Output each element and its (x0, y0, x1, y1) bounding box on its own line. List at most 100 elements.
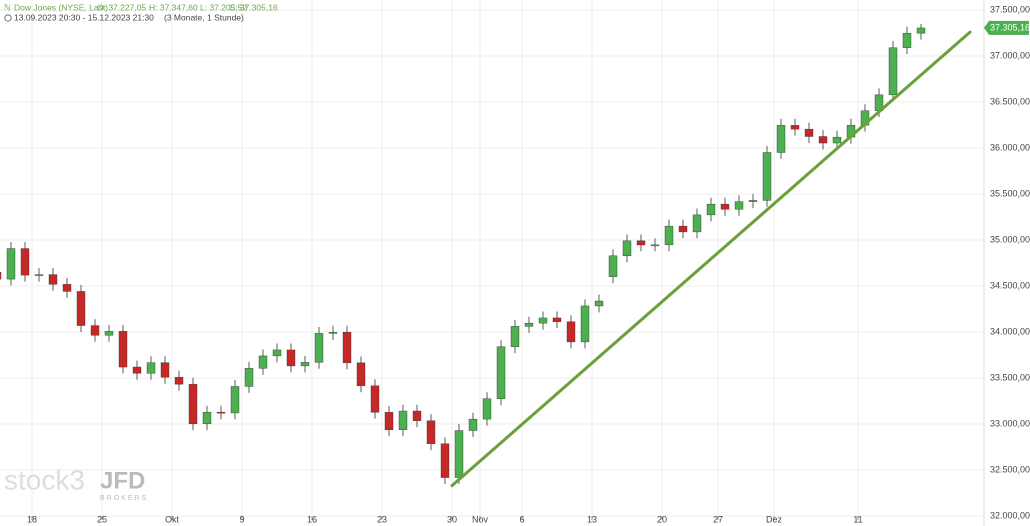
candle-body (76, 291, 86, 326)
candle-body (510, 326, 520, 347)
candle-body (468, 418, 478, 431)
candle-body (272, 349, 282, 357)
candle-body (146, 362, 156, 374)
y-tick-label: 33.000,00 (990, 418, 1030, 428)
candle-body (230, 386, 240, 414)
x-tick-label: 23 (377, 514, 387, 524)
y-tick-label: 33.500,00 (990, 372, 1030, 382)
candle-body (216, 411, 226, 414)
candle-body (174, 377, 184, 385)
candle-body (524, 322, 534, 327)
x-tick-label: 25 (97, 514, 107, 524)
candle-body (426, 420, 436, 444)
candle-body (496, 346, 506, 399)
candle-body (104, 331, 114, 336)
candle-body (244, 368, 254, 387)
ohlc-high: H: 37.347,60 (149, 2, 198, 12)
candle-body (62, 284, 72, 292)
candle-body (48, 274, 58, 285)
ohlc-low: L: 37.205,52 (200, 2, 248, 12)
watermark-brand: stock3 (4, 464, 85, 495)
candle-body (720, 203, 730, 210)
candle-body (132, 366, 142, 374)
x-tick-label: 11 (853, 514, 862, 524)
candle-body (678, 225, 688, 233)
candle-body (356, 362, 366, 387)
candle-body (440, 443, 450, 478)
candle-body (20, 248, 30, 276)
candle-body (384, 412, 394, 430)
y-tick-label: 36.000,00 (990, 142, 1030, 152)
candle-body (398, 410, 408, 430)
candle-body (692, 214, 702, 233)
trendline (450, 30, 972, 488)
candle-body (580, 305, 590, 343)
candle-body (608, 255, 618, 278)
candle-body (706, 203, 716, 216)
candle-body (0, 272, 2, 280)
candle-body (300, 362, 310, 367)
candle-body (916, 27, 926, 34)
period: (3 Monate, 1 Stunde) (164, 12, 244, 22)
x-tick-label: 18 (27, 514, 37, 524)
y-tick-label: 32.500,00 (990, 464, 1030, 474)
candle-body (6, 248, 16, 280)
candle-body (342, 331, 352, 364)
candle-body (160, 362, 170, 378)
x-tick-label: Okt (165, 514, 180, 524)
candle-body (664, 225, 674, 246)
instrument-icon: ℕ (4, 2, 11, 12)
candle-body (412, 410, 422, 421)
candle-body (902, 32, 912, 48)
candle-body (762, 152, 772, 201)
y-tick-label: 32.000,00 (990, 510, 1030, 520)
candle-body (90, 325, 100, 336)
date-range: 13.09.2023 20:30 - 15.12.2023 21:30 (14, 12, 154, 22)
candle-body (734, 201, 744, 210)
candle-body (804, 128, 814, 137)
candle-body (622, 240, 632, 257)
y-tick-label: 37.500,00 (990, 4, 1030, 14)
y-tick-label: 34.000,00 (990, 326, 1030, 336)
candle-body (482, 398, 492, 420)
y-tick-label: 34.500,00 (990, 280, 1030, 290)
candle-body (818, 136, 828, 144)
x-tick-label: 13 (587, 514, 597, 524)
candle-body (776, 125, 786, 153)
candle-body (566, 321, 576, 343)
candle-body (552, 317, 562, 322)
x-tick-label: 9 (239, 514, 244, 524)
candle-body (636, 240, 646, 246)
candle-body (832, 136, 842, 144)
candle-body (538, 317, 548, 324)
ohlc-close: C: 37.305,16 (229, 2, 278, 12)
x-tick-label: 16 (307, 514, 317, 524)
y-tick-label: 37.000,00 (990, 50, 1030, 60)
ohlc-open: O: 37.227,05 (97, 2, 146, 12)
candle-body (888, 47, 898, 96)
x-tick-label: Nov (472, 514, 489, 524)
last-price-label: 37.305,16 (990, 22, 1030, 32)
candle-body (748, 200, 758, 202)
watermark-partner-sub: BROKERS (100, 495, 148, 502)
x-tick-label: 30 (447, 514, 457, 524)
y-tick-label: 36.500,00 (990, 96, 1030, 106)
candle-body (34, 274, 44, 276)
candle-body (370, 385, 380, 413)
y-tick-label: 35.500,00 (990, 188, 1030, 198)
candle-body (594, 300, 604, 307)
instrument: Dow Jones (NYSE, Last) (14, 2, 108, 12)
last-price-tag (984, 20, 1029, 35)
x-tick-label: 20 (657, 514, 667, 524)
candle-body (650, 244, 660, 247)
clock-icon (4, 14, 12, 22)
x-tick-label: Dez (766, 514, 783, 524)
y-tick-label: 35.000,00 (990, 234, 1030, 244)
candle-body (286, 349, 296, 367)
candle-body (202, 411, 212, 425)
grid (0, 0, 984, 517)
x-tick-label: 6 (519, 514, 524, 524)
x-tick-label: 27 (713, 514, 723, 524)
candle-body (454, 430, 464, 478)
